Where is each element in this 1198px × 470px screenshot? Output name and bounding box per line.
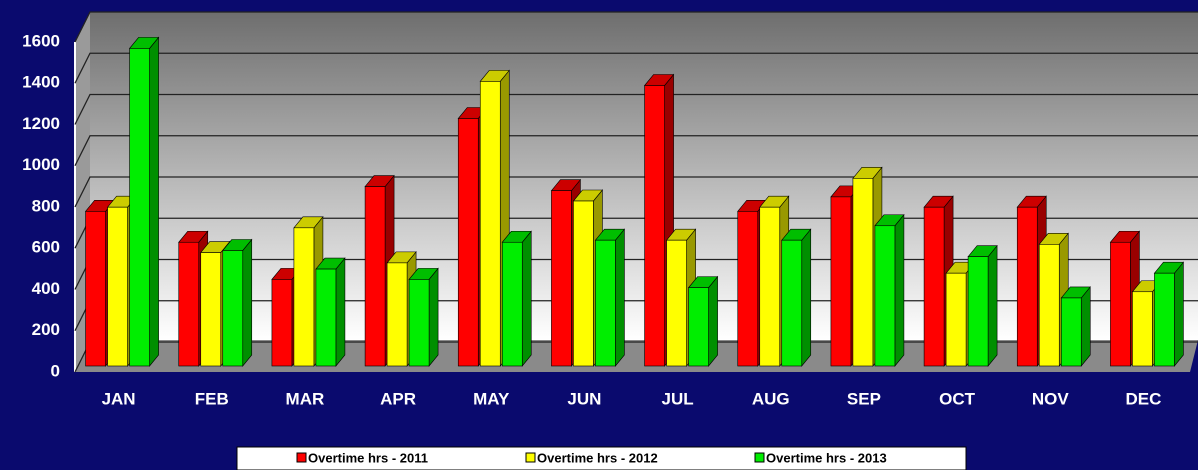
bar [687,275,719,367]
bar-face [987,244,998,367]
bar-face [85,211,106,367]
bar-face [1110,241,1131,367]
bar [408,267,439,367]
bar-face [1060,297,1082,367]
y-tick-label: 1400 [22,73,60,92]
x-tick-label: APR [380,389,416,408]
bar-face [945,272,967,367]
legend-swatch [525,452,536,463]
legend-label: Overtime hrs - 2013 [766,450,887,465]
legend [236,446,967,470]
bar-face [386,262,408,367]
bar-face [408,279,430,367]
bar-face [271,279,293,367]
x-tick-label: JAN [102,389,136,408]
y-tick-label: 800 [32,196,60,215]
bar-face [830,196,852,367]
bar [315,257,346,367]
bar-face [335,257,346,367]
x-tick-label: AUG [752,389,790,408]
bar-face [551,190,572,367]
bar-face [923,206,945,367]
bar [967,244,998,367]
bar [1060,286,1091,367]
bar-face [708,275,718,367]
bar [1153,261,1185,367]
grid-line [74,11,1198,43]
bar-face [293,227,315,367]
bar-face [874,225,896,367]
bar [781,228,812,367]
bar-face [688,287,709,367]
bar [874,213,905,367]
bar [594,228,626,367]
bar-face [521,230,532,367]
x-tick-label: FEB [195,389,229,408]
grid-line [74,176,1198,208]
legend-label: Overtime hrs - 2012 [537,450,658,465]
grid-line [74,52,1198,84]
bar-face [573,200,594,367]
bar-face [1132,291,1153,367]
bar-face [615,228,625,367]
bar [128,36,160,367]
bar-face [1016,206,1038,367]
grid-line [74,93,1198,125]
legend-swatch [296,452,307,463]
bar-face [759,206,781,367]
legend-swatch [754,452,765,463]
bar-face [644,85,665,367]
bar-face [595,239,616,367]
bar-face [479,81,501,367]
x-tick-label: JUN [567,389,601,408]
bar-face [1038,244,1060,367]
bar-face [1080,286,1091,367]
y-tick-label: 600 [32,238,60,257]
bar [501,230,532,367]
y-tick-label: 400 [32,279,60,298]
bar-face [967,256,989,367]
bar-face [364,186,386,367]
x-tick-label: NOV [1032,389,1070,408]
bar-face [457,118,479,367]
y-tick-label: 1600 [22,31,60,50]
bar-face [852,178,874,367]
bar-face [107,206,128,367]
bar-face [781,239,803,367]
bar-face [149,36,159,367]
bar-face [737,211,759,367]
x-tick-label: SEP [847,389,881,408]
bar-face [200,252,222,367]
bar-face [894,213,905,367]
bar-face [428,267,439,367]
y-tick-label: 0 [51,361,60,380]
x-tick-label: JUL [662,389,694,408]
bar-face [315,268,337,367]
floor [75,340,1198,372]
bar-face [1154,272,1175,367]
legend-label: Overtime hrs - 2011 [308,450,428,465]
bar-face [178,241,200,367]
x-tick-label: MAY [473,389,510,408]
bar [923,195,954,367]
grid-line [74,135,1198,167]
x-tick-label: MAR [286,389,325,408]
bar [222,238,253,367]
x-tick-label: DEC [1125,389,1161,408]
bar-face [222,250,244,367]
x-tick-label: OCT [939,389,976,408]
bar-face [129,48,150,367]
y-tick-label: 200 [32,320,60,339]
bar-face [501,241,523,367]
y-tick-label: 1000 [22,155,60,174]
y-tick-label: 1200 [22,114,60,133]
bar-face [1174,261,1184,367]
bar-face [801,228,812,367]
bar-face [242,238,253,367]
bar-face [666,239,687,367]
